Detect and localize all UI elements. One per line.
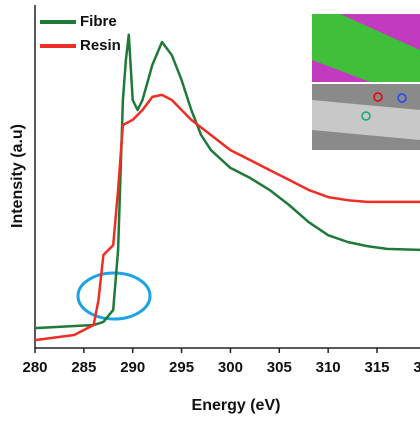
x-tick-label: 280	[22, 359, 47, 376]
inset-image	[312, 14, 420, 150]
legend-label: Fibre	[80, 13, 117, 30]
x-tick-label: 300	[218, 359, 243, 376]
chart: Energy (eV) Intensity (a.u) 280 285 290 295…	[0, 0, 420, 421]
x-tick-label: 285	[71, 359, 96, 376]
x-tick-label: 305	[267, 359, 292, 376]
x-tick-label: 315	[364, 359, 389, 376]
x-tick-label: 290	[120, 359, 145, 376]
legend-label: Resin	[80, 37, 121, 54]
x-tick-label: 310	[316, 359, 341, 376]
x-axis-label: Energy (eV)	[192, 397, 281, 414]
x-tick-label: 295	[169, 359, 194, 376]
y-axis-label: Intensity (a.u)	[9, 124, 26, 228]
x-tick-label: 320	[413, 359, 420, 376]
